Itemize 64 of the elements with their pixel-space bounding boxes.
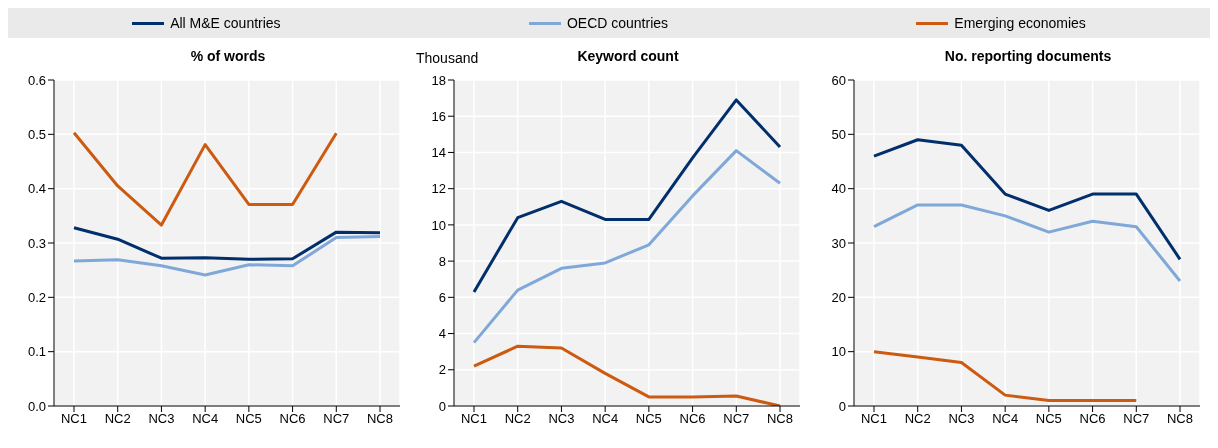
y-tick-label: 14 [431,145,446,161]
x-tick-label: NC2 [104,411,131,427]
x-tick-label: NC5 [1035,411,1062,427]
chart-title: Keyword count [577,48,679,64]
x-tick-label: NC7 [1123,411,1150,427]
x-tick-label: NC4 [192,411,219,427]
y-tick-label: 10 [831,344,846,360]
x-tick-label: NC8 [366,411,394,427]
y-tick-label: 2 [438,362,446,378]
y-tick-label: 0.6 [27,72,46,88]
y-tick-label: 4 [438,326,446,342]
x-tick-label: NC5 [635,411,662,427]
y-tick-label: 20 [831,289,846,305]
line-series [72,226,382,261]
x-tick-label: NC3 [948,411,975,427]
legend-label: Emerging economies [953,15,1086,31]
y-tick-label: 12 [431,181,446,197]
x-tick-label: NC8 [1166,411,1194,427]
y-tick-label: 0.2 [27,289,46,305]
y-tick-label: 40 [831,181,846,197]
y-tick-label: 0.1 [27,344,46,360]
y-tick-label: 0 [838,398,846,414]
x-tick-label: NC3 [548,411,575,427]
line-series [472,149,782,345]
y-tick-label: 0.0 [27,398,46,414]
x-tick-label: NC6 [1079,411,1106,427]
y-tick-label: 0.3 [27,235,46,251]
y-tick-label: 10 [431,217,446,233]
x-tick-label: NC6 [279,411,306,427]
x-tick-label: NC8 [766,411,794,427]
x-tick-label: NC4 [592,411,619,427]
y-tick-label: 6 [438,289,446,305]
y-tick-label: 0.4 [27,181,46,197]
y-tick-label: 30 [831,235,846,251]
line-series [472,98,782,294]
y-tick-label: 8 [438,253,446,269]
x-tick-label: NC6 [679,411,706,427]
x-tick-label: NC7 [323,411,350,427]
y-axis-title: Thousand [416,50,479,66]
chart-title: % of words [189,48,267,64]
x-tick-label: NC5 [235,411,262,427]
x-tick-label: NC1 [860,411,888,427]
line-series [872,203,1182,283]
x-tick-label: NC7 [723,411,750,427]
x-tick-label: NC1 [460,411,488,427]
x-tick-label: NC4 [992,411,1019,427]
y-tick-label: 50 [831,126,846,142]
legend-label: All M&E countries [169,15,281,31]
line-series [72,131,338,227]
x-tick-label: NC2 [904,411,931,427]
line-series [72,234,382,277]
legend-label: OECD countries [565,15,669,31]
line-series [472,344,782,406]
y-tick-label: 18 [431,72,446,88]
line-series [872,138,1182,261]
chart-title: No. reporting documents [943,48,1113,64]
line-series [872,350,1138,403]
y-tick-label: 0.5 [27,126,46,142]
y-tick-label: 0 [438,398,446,414]
x-tick-label: NC2 [504,411,531,427]
x-tick-label: NC3 [148,411,175,427]
y-tick-label: 60 [831,72,846,88]
x-tick-label: NC1 [60,411,88,427]
y-tick-label: 16 [431,108,446,124]
